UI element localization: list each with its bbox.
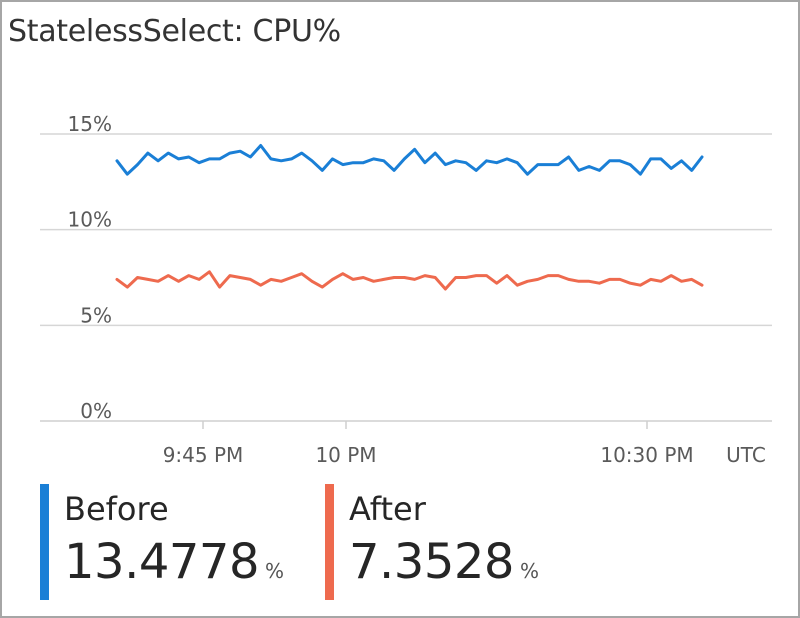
y-tick-label-10: 10% <box>68 208 112 232</box>
legend-value-before: 13.4778% <box>64 534 284 590</box>
legend-color-bar-before <box>40 484 49 600</box>
y-tick-label-0: 0% <box>80 399 112 423</box>
legend-unit-before: % <box>265 559 285 583</box>
cpu-line-chart[interactable]: 0% 5% 10% 15% 9:45 PM 10 PM 10:30 PM UTC <box>0 0 800 480</box>
legend-color-bar-after <box>325 484 334 600</box>
x-tick-label-1: 10 PM <box>315 443 376 467</box>
x-tick-label-2: 10:30 PM <box>600 443 693 467</box>
x-tick-label-0: 9:45 PM <box>163 443 244 467</box>
y-tick-label-5: 5% <box>80 303 112 327</box>
legend-name-after: After <box>349 490 426 528</box>
chart-title: StatelessSelect: CPU% <box>8 14 341 49</box>
legend-name-before: Before <box>64 490 169 528</box>
series-line-before <box>115 144 704 176</box>
legend-number-after: 7.3528 <box>349 534 514 590</box>
timezone-label: UTC <box>726 443 766 467</box>
y-tick-label-15: 15% <box>68 112 112 136</box>
legend-number-before: 13.4778 <box>64 534 260 590</box>
series-line-after <box>115 270 704 291</box>
legend-unit-after: % <box>519 559 539 583</box>
legend-value-after: 7.3528% <box>349 534 539 590</box>
